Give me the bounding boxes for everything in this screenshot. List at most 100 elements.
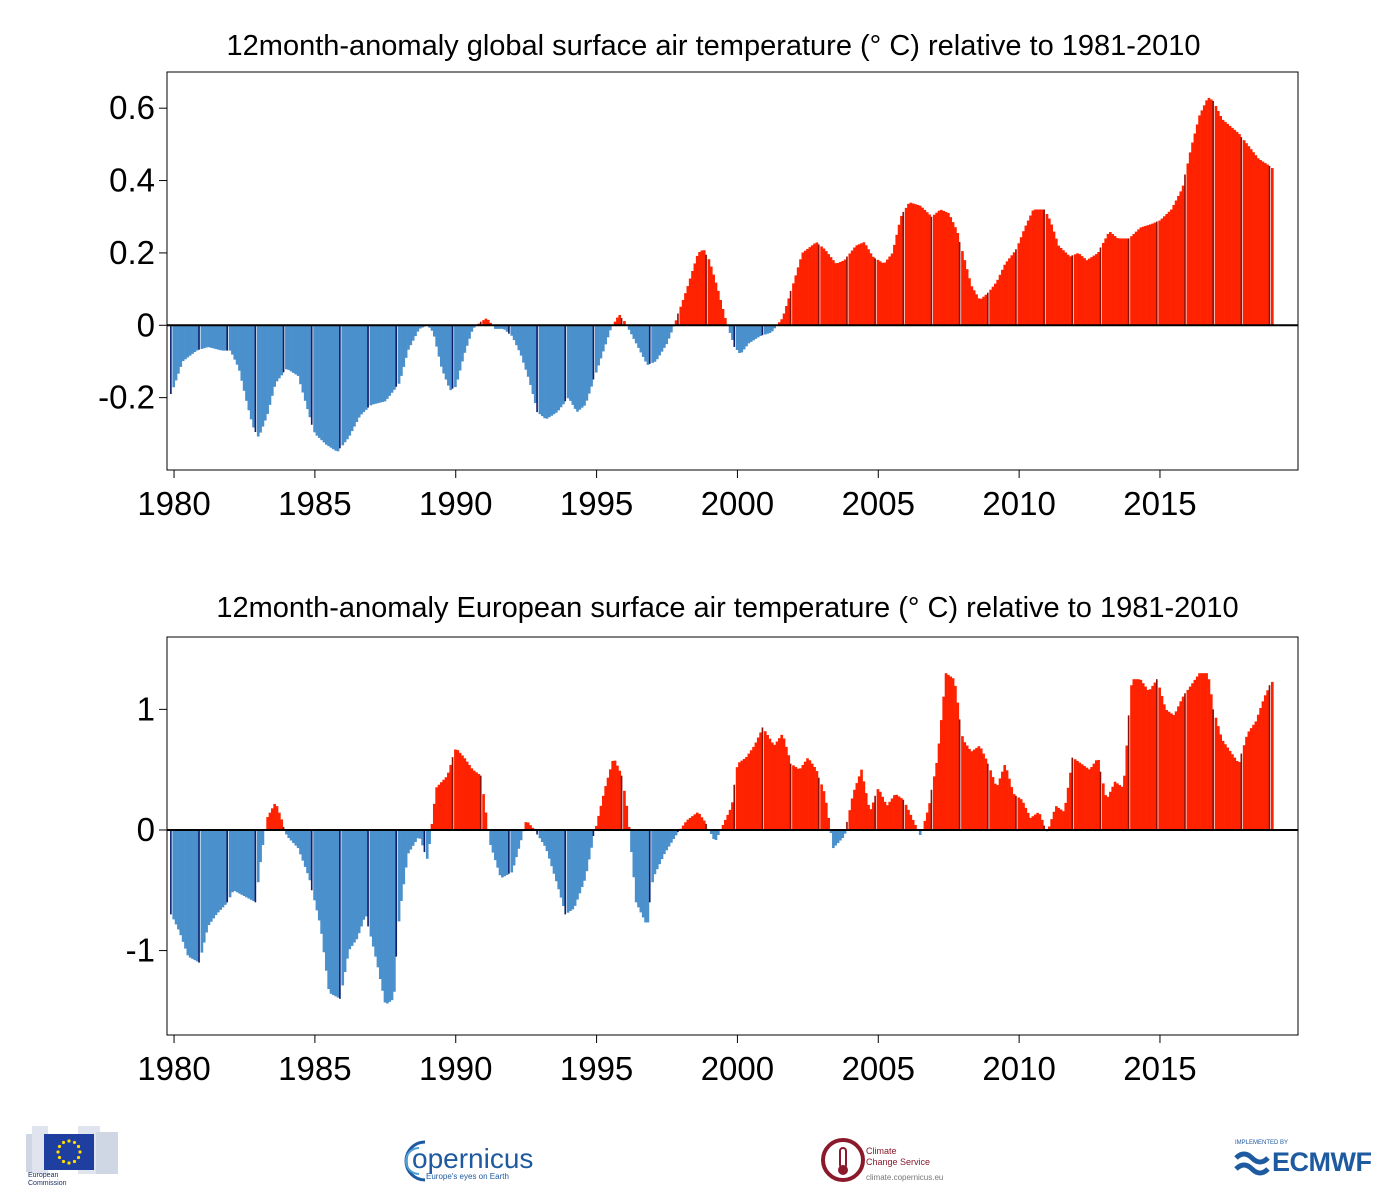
global-bar-317	[914, 204, 917, 326]
global-bar-115	[440, 325, 443, 367]
global-bar-58	[306, 325, 309, 410]
global-bar-435	[1191, 142, 1194, 326]
global-bar-429	[1177, 195, 1180, 326]
euro-bar-192	[620, 775, 623, 830]
euro-bar-189	[613, 760, 617, 830]
global-bar-160	[545, 325, 549, 419]
euro-bar-279	[824, 802, 828, 830]
ecmwf-wordmark: ECMWF	[1272, 1147, 1372, 1177]
global-bar-1	[172, 325, 176, 388]
euro-bar-413	[1139, 679, 1143, 830]
euro-bar-118	[447, 772, 450, 830]
global-bar-204	[648, 325, 651, 364]
euro-bar-300	[874, 795, 876, 830]
global-bar-184	[601, 325, 605, 352]
global-bar-278	[822, 248, 826, 326]
c3s-name-line-1: Climate	[866, 1146, 897, 1156]
euro-bar-52	[292, 829, 295, 844]
euro-bar-17	[209, 829, 213, 922]
euro-bar-86	[371, 829, 375, 947]
global-bar-60	[310, 325, 313, 425]
global-bar-66	[324, 325, 328, 445]
euro-bar-232	[714, 829, 718, 841]
euro-bar-212	[667, 829, 671, 847]
global-bar-187	[609, 325, 612, 331]
global-bar-39	[261, 325, 265, 427]
euro-bar-343	[975, 747, 978, 830]
euro-bar-113	[435, 787, 438, 830]
global-bar-356	[1005, 261, 1009, 326]
euro-bar-277	[820, 784, 823, 830]
global-bar-260	[780, 319, 784, 326]
global-bar-287	[843, 259, 847, 326]
euro-bar-328	[940, 720, 943, 830]
global-bar-437	[1195, 124, 1199, 326]
global-bar-46	[278, 325, 281, 379]
global-bar-30	[240, 325, 244, 381]
euro-bar-188	[611, 760, 615, 830]
euro-bar-67	[327, 829, 330, 990]
global-bar-155	[533, 325, 537, 404]
euro-bar-115	[440, 782, 443, 830]
euro-bar-114	[437, 784, 441, 830]
global-bar-457	[1242, 140, 1246, 326]
euro-ytick-label-2: 1	[137, 690, 155, 727]
global-bar-445	[1214, 105, 1218, 326]
euro-bar-146	[512, 829, 516, 866]
euro-bar-90	[381, 829, 384, 991]
euro-bar-372	[1043, 825, 1045, 830]
global-bar-443	[1209, 99, 1213, 326]
euro-bar-322	[925, 812, 929, 830]
euro-bar-449	[1224, 744, 1227, 830]
global-bar-465	[1261, 161, 1265, 326]
euro-bar-259	[778, 738, 781, 830]
euro-bar-458	[1245, 736, 1248, 830]
global-bar-198	[634, 325, 638, 344]
global-bar-159	[543, 325, 546, 419]
global-bar-182	[597, 325, 600, 366]
euro-bar-112	[432, 803, 436, 830]
euro-bar-158	[540, 829, 544, 843]
euro-bar-179	[590, 829, 593, 848]
euro-xtick-label-4: 2000	[701, 1050, 774, 1087]
global-bar-404	[1118, 238, 1122, 326]
global-bar-266	[794, 275, 798, 326]
euro-bar-371	[1040, 819, 1044, 830]
global-bar-62	[315, 325, 319, 436]
euro-bar-35	[252, 829, 255, 902]
eu-star-4	[61, 1159, 66, 1164]
global-bar-210	[663, 325, 666, 348]
euro-bar-337	[961, 736, 964, 830]
euro-bar-288	[846, 821, 848, 830]
global-bar-45	[275, 325, 279, 382]
global-bar-461	[1252, 152, 1255, 326]
global-bar-406	[1123, 238, 1126, 326]
global-bar-402	[1113, 236, 1117, 326]
global-bar-186	[606, 325, 610, 338]
global-bar-35	[252, 325, 255, 428]
global-ytick-label-1: 0	[137, 306, 155, 343]
euro-bar-64	[320, 829, 323, 934]
euro-bar-27	[233, 829, 237, 892]
euro-bar-246	[747, 753, 751, 830]
euro-bar-237	[726, 814, 730, 830]
global-bar-24	[226, 325, 229, 351]
global-bar-32	[245, 325, 248, 401]
euro-bar-396	[1099, 771, 1102, 830]
global-bar-193	[623, 321, 626, 326]
euro-bar-213	[670, 829, 673, 843]
global-bar-133	[482, 320, 485, 326]
global-bar-333	[951, 222, 955, 326]
euro-bar-24	[226, 829, 229, 903]
global-bar-339	[965, 269, 969, 326]
euro-bar-147	[515, 829, 518, 858]
global-bar-145	[510, 325, 514, 336]
global-bar-432	[1184, 174, 1186, 326]
euro-bar-345	[979, 748, 983, 830]
global-bar-270	[803, 250, 807, 326]
global-bar-225	[698, 252, 701, 326]
global-bar-430	[1179, 191, 1183, 326]
euro-bar-198	[634, 829, 638, 903]
global-bar-452	[1231, 127, 1234, 326]
euro-bar-407	[1125, 745, 1129, 830]
